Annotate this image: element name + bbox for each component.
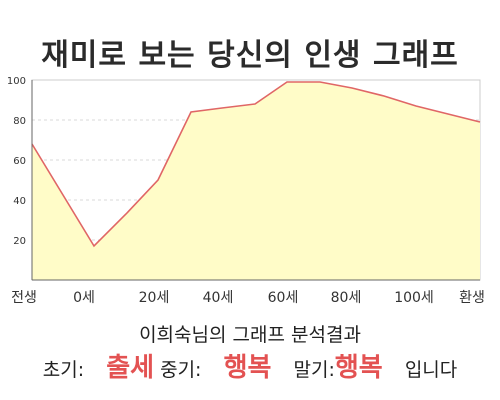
life-graph-chart: 20 40 60 80 100 전생 0세 20세 40세 60세 80세 100세 환생: [7, 76, 485, 306]
chart-title: 재미로 보는 당신의 인생 그래프: [41, 38, 459, 73]
y-tick-label: 80: [13, 116, 26, 127]
x-tick-label: 100세: [394, 290, 434, 306]
analysis-result: 초기: 출세 중기: 행복 말기:행복 입니다: [0, 347, 500, 384]
y-tick-label: 40: [13, 196, 26, 207]
x-tick-label: 40세: [203, 290, 234, 306]
analysis-summary: 이희숙님의 그래프 분석결과: [139, 324, 361, 346]
late-value: 행복: [334, 353, 383, 383]
middle-value: 행복: [223, 353, 272, 383]
x-tick-label: 전생: [11, 290, 37, 306]
early-label: 초기:: [42, 359, 85, 381]
x-tick-label: 0세: [73, 290, 95, 306]
x-tick-label: 20세: [139, 290, 170, 306]
x-tick-label: 환생: [459, 290, 485, 306]
middle-label: 중기:: [160, 359, 202, 381]
y-tick-label: 60: [13, 156, 26, 167]
series-line: [31, 81, 481, 248]
y-tick-labels: 20 40 60 80 100: [7, 76, 26, 247]
result-suffix: 입니다: [404, 359, 458, 381]
x-tick-label: 80세: [331, 290, 362, 306]
x-tick-label: 60세: [268, 290, 299, 306]
area-fill: [32, 82, 480, 280]
x-tick-labels: 전생 0세 20세 40세 60세 80세 100세 환생: [11, 290, 485, 306]
y-tick-label: 100: [7, 76, 26, 87]
late-label: 말기:: [293, 359, 335, 381]
early-value: 출세: [106, 353, 155, 383]
y-tick-label: 20: [13, 236, 26, 247]
